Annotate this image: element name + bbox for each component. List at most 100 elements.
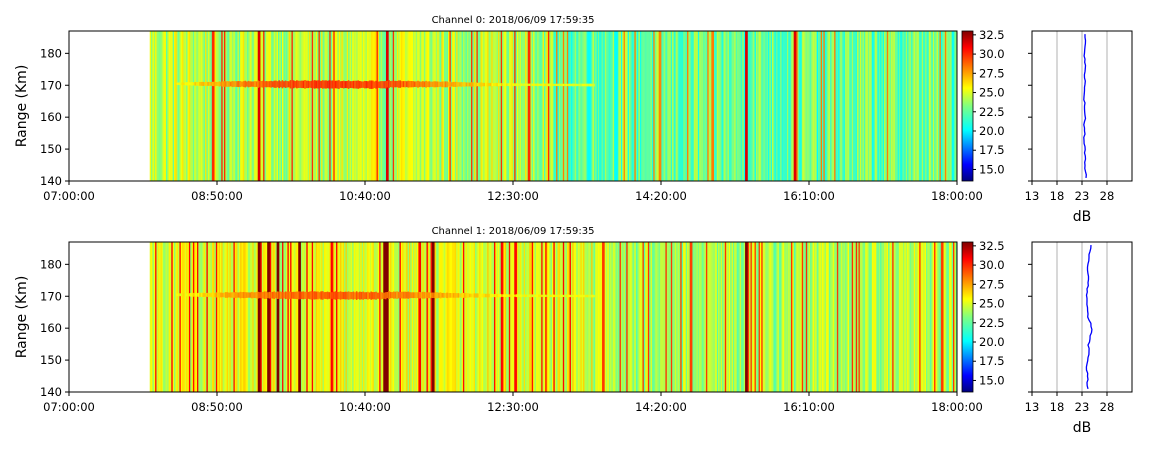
heatmap-column	[728, 31, 731, 181]
heatmap-column	[896, 31, 899, 181]
echo-segment	[242, 81, 245, 87]
heatmap-column	[565, 31, 568, 181]
heatmap-column	[691, 31, 693, 181]
heatmap-column	[380, 31, 383, 181]
heatmap-column	[799, 31, 801, 181]
heatmap-column	[492, 242, 495, 392]
echo-segment	[249, 292, 251, 298]
heatmap-column	[919, 31, 921, 181]
heatmap-column	[317, 242, 319, 392]
heatmap-column	[894, 31, 897, 181]
heatmap-column	[434, 242, 437, 392]
heatmap-column	[430, 242, 433, 392]
heatmap-column	[427, 31, 430, 181]
echo-segment	[179, 82, 182, 85]
heatmap-column	[533, 31, 535, 181]
heatmap-column	[394, 242, 396, 392]
echo-segment	[467, 82, 469, 87]
heatmap-column	[495, 31, 498, 181]
heatmap-column	[897, 31, 900, 181]
heatmap-column	[789, 31, 792, 181]
heatmap-column	[896, 242, 899, 392]
heatmap-column	[369, 31, 372, 181]
heatmap-column	[187, 242, 190, 392]
heatmap-column	[692, 31, 695, 181]
echo-segment	[296, 291, 298, 300]
heatmap-column	[206, 31, 209, 181]
heatmap-column	[804, 242, 807, 392]
echo-segment	[591, 83, 594, 87]
heatmap-column	[326, 242, 329, 392]
heatmap-column	[789, 242, 792, 392]
echo-segment	[497, 293, 500, 298]
heatmap-column	[464, 242, 467, 392]
heatmap-column	[876, 31, 878, 181]
heatmap-column	[680, 242, 683, 392]
heatmap-column	[503, 31, 506, 181]
echo-segment	[538, 294, 540, 298]
heatmap-column	[681, 242, 684, 392]
heatmap-column	[807, 242, 809, 392]
heatmap-column	[670, 31, 673, 181]
heatmap-column	[592, 31, 595, 181]
heatmap-column	[597, 31, 600, 181]
heatmap-column	[462, 31, 465, 181]
heatmap-column	[304, 242, 307, 392]
heatmap-column	[615, 31, 618, 181]
heatmap-column	[533, 242, 535, 392]
heatmap-column	[363, 242, 365, 392]
heatmap-column	[250, 31, 253, 181]
echo-segment	[586, 294, 589, 298]
heatmap-column	[699, 31, 701, 181]
heatmap-column	[596, 31, 599, 181]
echo-segment	[375, 80, 377, 89]
profile-x-tick-label: 28	[1100, 189, 1115, 203]
heatmap-column	[519, 242, 522, 392]
echo-segment	[315, 80, 318, 89]
echo-segment	[296, 80, 298, 89]
heatmap-column	[643, 242, 646, 392]
heatmap-column	[615, 242, 618, 392]
echo-segment	[417, 292, 419, 299]
heatmap-column	[911, 31, 913, 181]
heatmap-column	[554, 242, 557, 392]
heatmap-column	[665, 31, 668, 181]
heatmap-column	[915, 31, 917, 181]
heatmap-column	[954, 242, 957, 392]
heatmap-column	[253, 31, 256, 181]
heatmap-column	[462, 242, 465, 392]
heatmap-column	[400, 242, 403, 392]
heatmap-column	[890, 242, 893, 392]
heatmap-column	[643, 31, 646, 181]
heatmap-column	[249, 31, 252, 181]
heatmap-column	[943, 242, 946, 392]
heatmap-column	[194, 31, 197, 181]
heatmap-column	[169, 242, 172, 392]
echo-segment	[473, 82, 476, 87]
heatmap-column	[778, 31, 781, 181]
echo-segment	[365, 81, 368, 89]
heatmap-column	[176, 31, 179, 181]
heatmap-column	[515, 31, 518, 181]
heatmap-column	[225, 31, 228, 181]
echo-segment	[367, 81, 369, 89]
heatmap-column	[365, 31, 368, 181]
heatmap-column	[750, 242, 753, 392]
echo-segment	[454, 292, 456, 298]
heatmap-column	[526, 31, 529, 181]
heatmap-column	[723, 242, 726, 392]
heatmap-column	[422, 242, 425, 392]
echo-segment	[512, 294, 515, 298]
echo-segment	[396, 291, 398, 299]
echo-segment	[242, 292, 245, 299]
colorbar-tick-label: 17.5	[979, 143, 1005, 157]
echo-segment	[309, 81, 311, 88]
heatmap-column	[672, 242, 674, 392]
heatmap-column	[209, 31, 211, 181]
heatmap-column	[861, 242, 863, 392]
heatmap-column	[921, 31, 924, 181]
echo-segment	[270, 292, 272, 299]
heatmap-column	[207, 31, 210, 181]
echo-segment	[509, 294, 511, 297]
heatmap-column	[284, 31, 287, 181]
